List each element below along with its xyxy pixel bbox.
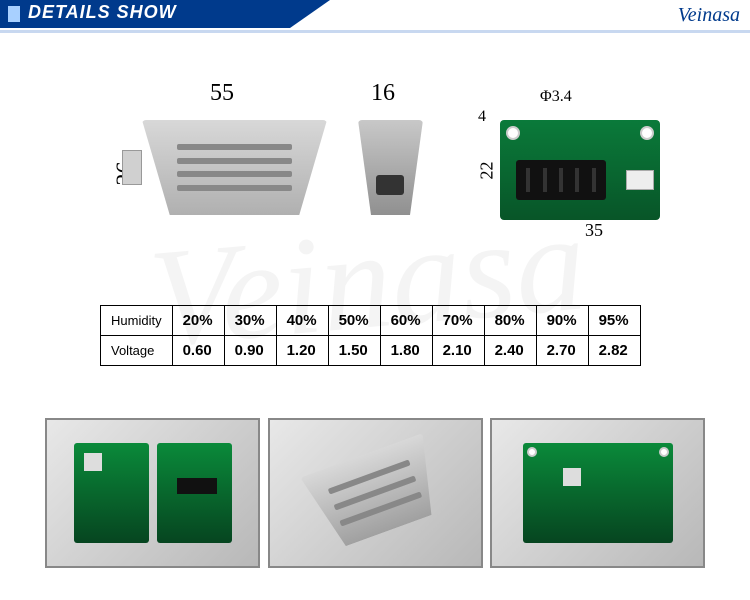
header-rule (0, 30, 750, 33)
humidity-cell: 95% (588, 306, 640, 336)
dim-pcb-width: 35 (585, 220, 603, 241)
row-label-voltage: Voltage (101, 336, 173, 366)
sensor-side-port (376, 175, 404, 195)
sensor-main-view (142, 120, 327, 215)
dim-pcb-height: 22 (477, 162, 498, 180)
pcb-mini-icon (74, 443, 149, 543)
row-label-humidity: Humidity (101, 306, 173, 336)
voltage-cell: 1.20 (276, 336, 328, 366)
pcb-hole-icon (506, 126, 520, 140)
voltage-cell: 2.10 (432, 336, 484, 366)
pcb-sensor-chip (516, 160, 606, 200)
header-bar: DETAILS SHOW Veinasa (0, 0, 750, 28)
voltage-cell: 0.90 (224, 336, 276, 366)
thumbnail-pcb-wide (490, 418, 705, 568)
humidity-cell: 70% (432, 306, 484, 336)
voltage-cell: 0.60 (172, 336, 224, 366)
dim-width-side: 16 (371, 80, 395, 107)
sensor-mini-icon (300, 433, 450, 553)
thumbnail-row (0, 418, 750, 568)
dim-pcb-offset: 4 (478, 108, 486, 126)
pcb-mini-icon (157, 443, 232, 543)
header-title: DETAILS SHOW (28, 2, 177, 23)
humidity-cell: 40% (276, 306, 328, 336)
voltage-cell: 2.40 (484, 336, 536, 366)
voltage-cell: 2.70 (536, 336, 588, 366)
sensor-side-view (358, 120, 423, 215)
pcb-top-view (500, 120, 660, 220)
thumbnail-pcb-dual (45, 418, 260, 568)
pcb-wide-icon (523, 443, 673, 543)
humidity-voltage-table: Humidity 20% 30% 40% 50% 60% 70% 80% 90%… (100, 305, 641, 366)
header-marker-icon (8, 6, 20, 22)
voltage-cell: 2.82 (588, 336, 640, 366)
humidity-cell: 20% (172, 306, 224, 336)
dimension-diagram: 55 26 16 35 22 4 Φ3.4 (0, 60, 750, 260)
voltage-cell: 1.80 (380, 336, 432, 366)
dim-hole-radius: Φ3.4 (540, 88, 572, 106)
brand-label: Veinasa (678, 4, 740, 27)
humidity-cell: 90% (536, 306, 588, 336)
pcb-connector (626, 170, 654, 190)
pcb-hole-icon (640, 126, 654, 140)
humidity-cell: 60% (380, 306, 432, 336)
voltage-cell: 1.50 (328, 336, 380, 366)
humidity-cell: 50% (328, 306, 380, 336)
dim-width-main: 55 (210, 80, 234, 107)
table-row: Voltage 0.60 0.90 1.20 1.50 1.80 2.10 2.… (101, 336, 641, 366)
header-triangle (290, 0, 330, 28)
thumbnail-sensor (268, 418, 483, 568)
sensor-grille (177, 140, 292, 195)
humidity-cell: 30% (224, 306, 276, 336)
table-row: Humidity 20% 30% 40% 50% 60% 70% 80% 90%… (101, 306, 641, 336)
sensor-tab (122, 150, 142, 185)
humidity-cell: 80% (484, 306, 536, 336)
